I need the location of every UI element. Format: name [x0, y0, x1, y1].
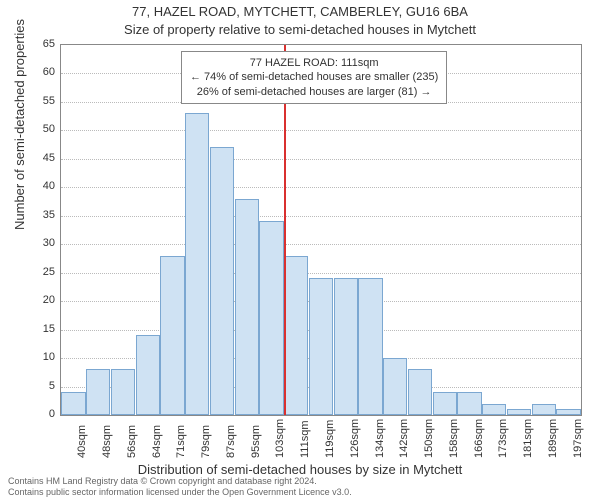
x-tick-label: 111sqm: [299, 420, 311, 458]
x-axis-label: Distribution of semi-detached houses by …: [0, 462, 600, 477]
histogram-bar: [86, 369, 110, 415]
annotation-line: 77 HAZEL ROAD: 111sqm: [190, 56, 438, 70]
y-tick-label: 45: [43, 152, 55, 164]
x-tick-label: 48sqm: [101, 425, 113, 458]
gridline: [61, 187, 581, 188]
y-tick-label: 35: [43, 209, 55, 221]
annotation-line: ← 74% of semi-detached houses are smalle…: [190, 70, 438, 84]
x-tick-label: 126sqm: [349, 419, 361, 458]
x-tick-label: 79sqm: [200, 425, 212, 458]
x-tick-label: 40sqm: [76, 425, 88, 458]
x-tick-label: 134sqm: [374, 419, 386, 458]
histogram-bar: [160, 256, 184, 415]
gridline: [61, 130, 581, 131]
chart-title: 77, HAZEL ROAD, MYTCHETT, CAMBERLEY, GU1…: [0, 4, 600, 19]
x-tick-label: 119sqm: [324, 420, 336, 458]
y-tick-label: 15: [43, 323, 55, 335]
x-tick-label: 166sqm: [473, 419, 485, 458]
histogram-bar: [457, 392, 481, 415]
annotation-line: 26% of semi-detached houses are larger (…: [190, 85, 438, 99]
x-tick-label: 64sqm: [151, 425, 163, 458]
x-tick-label: 142sqm: [398, 419, 410, 458]
x-tick-label: 87sqm: [225, 425, 237, 458]
y-tick-label: 0: [49, 408, 55, 420]
histogram-bar: [482, 404, 506, 415]
histogram-bar: [136, 335, 160, 415]
x-tick-label: 158sqm: [448, 419, 460, 458]
y-axis-label: Number of semi-detached properties: [12, 19, 27, 230]
chart-container: 77, HAZEL ROAD, MYTCHETT, CAMBERLEY, GU1…: [0, 0, 600, 500]
histogram-bar: [383, 358, 407, 415]
x-tick-label: 56sqm: [126, 425, 138, 458]
footer-line2: Contains public sector information licen…: [8, 487, 352, 498]
histogram-bar: [433, 392, 457, 415]
histogram-bar: [532, 404, 556, 415]
y-tick-label: 60: [43, 66, 55, 78]
x-tick-label: 181sqm: [522, 419, 534, 458]
x-tick-label: 173sqm: [497, 419, 509, 458]
y-tick-label: 20: [43, 294, 55, 306]
gridline: [61, 159, 581, 160]
y-tick-label: 50: [43, 123, 55, 135]
gridline: [61, 244, 581, 245]
y-tick-label: 40: [43, 180, 55, 192]
histogram-bar: [507, 409, 531, 415]
y-tick-label: 55: [43, 95, 55, 107]
gridline: [61, 273, 581, 274]
plot-area: 77 HAZEL ROAD: 111sqm← 74% of semi-detac…: [60, 44, 582, 416]
histogram-bar: [235, 199, 259, 415]
x-tick-label: 103sqm: [274, 419, 286, 458]
histogram-bar: [185, 113, 209, 415]
x-tick-label: 71sqm: [175, 425, 187, 458]
x-tick-label: 197sqm: [572, 419, 584, 458]
x-tick-label: 150sqm: [423, 419, 435, 458]
y-tick-label: 65: [43, 38, 55, 50]
y-tick-label: 10: [43, 351, 55, 363]
histogram-bar: [556, 409, 580, 415]
x-tick-label: 95sqm: [250, 425, 262, 458]
histogram-bar: [284, 256, 308, 415]
chart-subtitle: Size of property relative to semi-detach…: [0, 22, 600, 37]
footer-line1: Contains HM Land Registry data © Crown c…: [8, 476, 352, 487]
y-tick-label: 5: [49, 380, 55, 392]
histogram-bar: [334, 278, 358, 415]
annotation-box: 77 HAZEL ROAD: 111sqm← 74% of semi-detac…: [181, 51, 447, 104]
histogram-bar: [111, 369, 135, 415]
footer-text: Contains HM Land Registry data © Crown c…: [8, 476, 352, 498]
histogram-bar: [210, 147, 234, 415]
histogram-bar: [259, 221, 283, 415]
histogram-bar: [408, 369, 432, 415]
histogram-bar: [61, 392, 85, 415]
y-tick-label: 25: [43, 266, 55, 278]
gridline: [61, 216, 581, 217]
histogram-bar: [309, 278, 333, 415]
histogram-bar: [358, 278, 382, 415]
x-tick-label: 189sqm: [547, 419, 559, 458]
y-tick-label: 30: [43, 237, 55, 249]
